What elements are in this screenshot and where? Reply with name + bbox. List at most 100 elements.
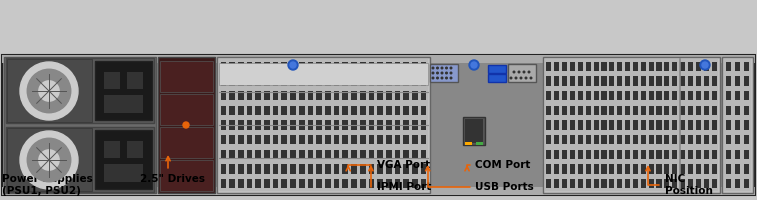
Bar: [299, 62, 304, 71]
Bar: [586, 62, 590, 71]
Bar: [2, 55, 755, 63]
Bar: [465, 119, 483, 143]
Bar: [570, 135, 575, 144]
Bar: [609, 179, 615, 188]
Bar: [640, 135, 646, 144]
Bar: [264, 76, 269, 86]
Bar: [640, 62, 646, 71]
Bar: [649, 135, 654, 144]
Bar: [282, 135, 287, 144]
Bar: [282, 76, 287, 86]
Bar: [712, 76, 717, 86]
Circle shape: [702, 62, 708, 68]
Bar: [578, 179, 583, 188]
Circle shape: [446, 77, 447, 79]
Bar: [656, 179, 662, 188]
Bar: [665, 135, 669, 144]
Bar: [649, 179, 654, 188]
Bar: [360, 76, 366, 86]
Bar: [264, 135, 269, 144]
Bar: [351, 62, 357, 71]
Bar: [273, 135, 279, 144]
Bar: [609, 150, 615, 159]
Bar: [734, 62, 740, 71]
Circle shape: [525, 77, 527, 79]
Circle shape: [20, 62, 78, 120]
Bar: [342, 76, 348, 86]
Bar: [160, 61, 213, 92]
Circle shape: [450, 72, 452, 74]
Bar: [633, 164, 638, 174]
Circle shape: [288, 60, 298, 70]
Bar: [688, 106, 693, 115]
Bar: [290, 164, 296, 174]
Bar: [325, 91, 331, 100]
Bar: [601, 62, 606, 71]
Bar: [238, 135, 244, 144]
Bar: [617, 164, 622, 174]
Circle shape: [450, 77, 452, 79]
Bar: [342, 164, 348, 174]
Bar: [725, 135, 731, 144]
Bar: [299, 106, 304, 115]
Bar: [593, 76, 599, 86]
Bar: [290, 179, 296, 188]
Bar: [743, 164, 749, 174]
Text: NIC
Position: NIC Position: [646, 167, 712, 196]
Bar: [403, 135, 409, 144]
Bar: [593, 179, 599, 188]
Bar: [665, 106, 669, 115]
Bar: [704, 76, 709, 86]
Circle shape: [432, 67, 434, 69]
Circle shape: [39, 150, 59, 170]
Bar: [403, 150, 409, 159]
Bar: [394, 164, 400, 174]
Bar: [609, 135, 615, 144]
Bar: [360, 106, 366, 115]
Bar: [554, 106, 559, 115]
Bar: [696, 120, 701, 130]
Bar: [255, 62, 261, 71]
Circle shape: [520, 77, 522, 79]
Bar: [247, 62, 252, 71]
Bar: [593, 135, 599, 144]
Bar: [640, 179, 646, 188]
Bar: [617, 76, 622, 86]
Bar: [377, 135, 383, 144]
Bar: [617, 150, 622, 159]
Bar: [229, 164, 235, 174]
Bar: [617, 179, 622, 188]
Bar: [229, 120, 235, 130]
Bar: [688, 150, 693, 159]
Bar: [229, 179, 235, 188]
Bar: [430, 64, 458, 82]
Bar: [547, 179, 552, 188]
Bar: [394, 135, 400, 144]
Bar: [688, 120, 693, 130]
Bar: [334, 164, 339, 174]
Bar: [586, 106, 590, 115]
Circle shape: [441, 72, 443, 74]
Bar: [325, 135, 331, 144]
Bar: [325, 120, 331, 130]
Bar: [412, 76, 418, 86]
Bar: [290, 135, 296, 144]
Bar: [696, 106, 701, 115]
Bar: [351, 120, 357, 130]
Bar: [394, 150, 400, 159]
Bar: [307, 150, 313, 159]
Circle shape: [528, 71, 530, 73]
Bar: [554, 150, 559, 159]
Bar: [601, 164, 606, 174]
Bar: [273, 164, 279, 174]
Bar: [688, 164, 693, 174]
Bar: [656, 62, 662, 71]
Bar: [593, 150, 599, 159]
Bar: [104, 164, 143, 182]
Bar: [672, 76, 678, 86]
Bar: [386, 106, 391, 115]
Bar: [712, 179, 717, 188]
Bar: [360, 91, 366, 100]
Bar: [386, 91, 391, 100]
Bar: [160, 160, 213, 191]
